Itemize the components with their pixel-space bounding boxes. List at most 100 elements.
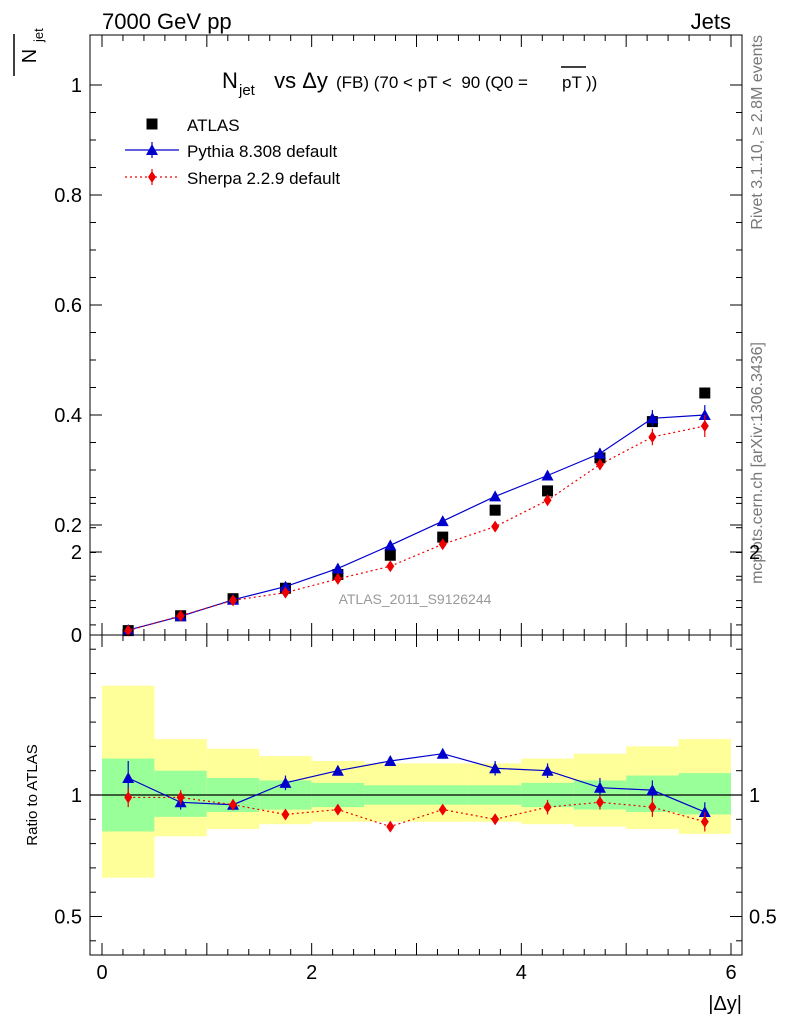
data-point	[386, 560, 395, 573]
data-point	[437, 531, 449, 543]
data-point	[176, 791, 185, 804]
legend-marker	[146, 144, 158, 155]
data-point	[436, 747, 449, 759]
series-line	[127, 753, 706, 813]
data-point	[542, 485, 554, 497]
header-left: 7000 GeV pp	[102, 9, 232, 34]
data-point	[648, 801, 657, 814]
x-tick-label: 0	[96, 962, 107, 984]
x-axis-title: |Δy|	[708, 993, 742, 1015]
data-point	[646, 412, 659, 424]
data-point	[281, 586, 290, 599]
legend-label: ATLAS	[187, 116, 240, 135]
y-tick-label: 0.8	[54, 185, 82, 207]
title-vs: vs Δy	[268, 68, 334, 93]
x-tick-label: 4	[516, 962, 527, 984]
data-point	[229, 594, 238, 607]
data-point	[541, 764, 554, 776]
data-point	[331, 562, 344, 574]
data-point	[333, 803, 342, 816]
data-point	[491, 520, 500, 533]
legend-item: ATLAS	[146, 116, 240, 135]
y-axis-title-sub: jet	[31, 28, 46, 43]
data-point	[124, 791, 133, 804]
ratio-series-0	[122, 747, 711, 822]
data-point	[489, 490, 502, 502]
y-tick-label-right: 0.5	[749, 907, 777, 929]
data-point	[176, 609, 185, 622]
data-point	[648, 431, 657, 443]
y-axis-title-main: N	[19, 49, 41, 63]
data-point	[595, 458, 604, 471]
data-point	[384, 549, 396, 561]
data-point	[436, 515, 449, 527]
data-point	[595, 796, 604, 809]
data-point	[438, 538, 447, 551]
data-point	[698, 409, 711, 420]
series-line	[128, 796, 705, 828]
data-point	[491, 813, 500, 826]
title-detail-end: ))	[586, 73, 597, 92]
data-point	[489, 504, 501, 516]
data-point	[593, 447, 606, 459]
data-point	[333, 572, 342, 585]
data-point	[124, 624, 133, 637]
data-point	[386, 820, 395, 833]
data-point	[646, 784, 659, 796]
data-point	[700, 420, 709, 432]
series-line	[128, 425, 705, 632]
title-main: N	[222, 68, 238, 93]
y-tick-label: 0.5	[54, 907, 82, 929]
data-point	[279, 580, 292, 592]
x-tick-label: 2	[306, 962, 317, 984]
data-point	[489, 762, 502, 774]
y-tick-label: 0.6	[54, 295, 82, 317]
header-right: Jets	[691, 9, 731, 34]
ratio-y-axis-title: Ratio to ATLAS	[24, 744, 41, 845]
data-point	[541, 469, 554, 481]
y-tick-label-right: 2	[749, 542, 760, 564]
ratio-series-1	[124, 787, 709, 833]
legend-label: Sherpa 2.2.9 default	[187, 169, 340, 188]
legend-marker	[146, 118, 158, 130]
title-detail-over: pT	[562, 73, 582, 92]
data-point	[543, 801, 552, 814]
data-point	[279, 776, 292, 788]
title-main-sub: jet	[238, 82, 256, 99]
series-2	[124, 415, 709, 637]
legend-label: Pythia 8.308 default	[187, 142, 338, 161]
y-tick-label: 0.2	[54, 515, 82, 537]
y-tick-label: 0	[71, 625, 82, 647]
data-point	[698, 806, 711, 818]
y-tick-label: 1	[71, 75, 82, 97]
title-detail: (FB) (70 < pT < 90 (Q0 =	[336, 73, 528, 92]
data-point	[593, 781, 606, 793]
ratio-panel: 0.5 0.5 1 1 2 2 0 2 4 6 Ratio to ATLAS |Δy|	[24, 502, 777, 1015]
data-point	[229, 798, 238, 811]
watermark: ATLAS_2011_S9126244	[339, 591, 492, 607]
data-point	[122, 771, 135, 783]
legend-item: Sherpa 2.2.9 default	[125, 169, 340, 188]
data-point	[384, 754, 397, 766]
data-point	[438, 803, 447, 816]
legend-marker	[148, 171, 156, 183]
data-point	[281, 808, 290, 821]
data-point	[699, 387, 711, 399]
uncertainty-bands	[102, 685, 731, 878]
y-tick-label: 2	[71, 542, 82, 564]
mcplots-label: mcplots.cern.ch [arXiv:1306.3436]	[749, 342, 766, 584]
data-point	[331, 764, 344, 776]
x-tick-label: 6	[725, 962, 736, 984]
data-point	[700, 815, 709, 828]
rivet-label: Rivet 3.1.10, ≥ 2.8M events	[749, 35, 766, 230]
data-point	[384, 539, 397, 551]
y-tick-label-right: 1	[749, 785, 760, 807]
y-tick-label: 0.4	[54, 405, 82, 427]
data-point	[543, 494, 552, 507]
legend-item: Pythia 8.308 default	[125, 142, 338, 161]
legend: ATLAS Pythia 8.308 default Sherpa 2.2.9 de…	[125, 116, 340, 188]
